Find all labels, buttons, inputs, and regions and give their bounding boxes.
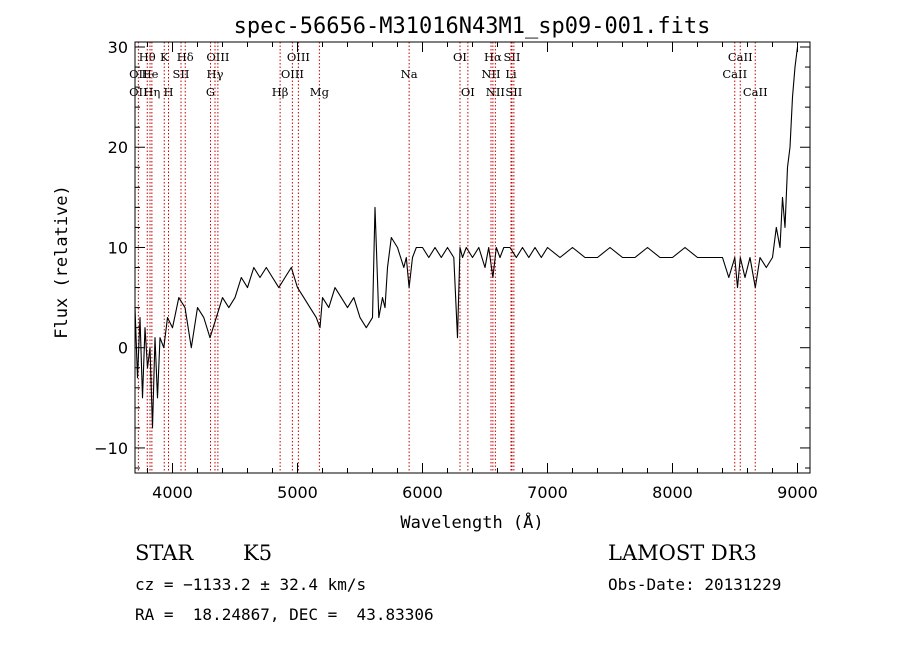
line-marker-label: OI	[461, 85, 475, 99]
line-marker-label: NII	[481, 67, 500, 81]
line-marker-label: SII	[505, 85, 522, 99]
line-marker-label: Hη	[143, 85, 160, 99]
line-marker-label: OII	[129, 67, 148, 81]
x-tick-label: 4000	[152, 483, 193, 502]
line-marker-label: SII	[173, 67, 190, 81]
line-marker-label: OIII	[206, 50, 229, 64]
line-marker-label: K	[160, 50, 169, 64]
line-marker-label: SII	[504, 50, 521, 64]
observation-date: Obs-Date: 20131229	[608, 575, 781, 594]
line-marker-label: Li	[505, 67, 517, 81]
x-tick-label: 7000	[527, 483, 568, 502]
line-marker-label: CaII	[743, 85, 768, 99]
line-marker-label: OI	[453, 50, 467, 64]
y-axis-label: Flux (relative)	[52, 185, 72, 339]
line-marker-label: CaII	[722, 67, 747, 81]
line-marker-label: OIII	[287, 50, 310, 64]
line-marker-label: G	[206, 85, 215, 99]
line-marker-label: Hα	[484, 50, 502, 64]
line-marker-label: Mg	[310, 85, 330, 99]
y-tick-label: 30	[108, 38, 128, 57]
object-subclass: K5	[243, 541, 272, 565]
axes: 4000 5000 6000 7000 8000 9000 −10 0 10 20 30	[94, 38, 818, 502]
series-layer	[134, 46, 799, 429]
x-tick-label: 8000	[652, 483, 693, 502]
line-marker-label: OII	[129, 85, 148, 99]
y-tick-label: 20	[108, 138, 128, 157]
line-marker-label: H	[163, 85, 173, 99]
x-tick-label: 5000	[277, 483, 318, 502]
line-marker-label: OIII	[281, 67, 304, 81]
line-marker-label: Na	[401, 67, 418, 81]
line-marker-label: Hγ	[207, 67, 224, 81]
y-tick-label: 10	[108, 238, 128, 257]
line-marker-label: NII	[486, 85, 505, 99]
coordinates-text: RA = 18.24867, DEC = 43.83306	[135, 605, 434, 624]
y-tick-label: 0	[118, 339, 128, 358]
line-marker-label: Hβ	[272, 85, 289, 99]
spectrum-line	[134, 46, 799, 429]
redshift-text: cz = −1133.2 ± 32.4 km/s	[135, 575, 366, 594]
survey-name: LAMOST DR3	[608, 541, 757, 565]
x-tick-label: 6000	[402, 483, 443, 502]
x-axis-label: Wavelength (Å)	[400, 511, 543, 533]
x-tick-label: 9000	[777, 483, 818, 502]
object-class: STAR	[135, 541, 194, 565]
line-marker-label: Hδ	[177, 50, 194, 64]
line-marker-label: He	[142, 67, 159, 81]
y-tick-label: −10	[94, 439, 128, 458]
line-marker-label: Hθ	[139, 50, 156, 64]
chart-title: spec-56656-M31016N43M1_sp09-001.fits	[234, 14, 711, 39]
line-marker-label: CaII	[728, 50, 753, 64]
